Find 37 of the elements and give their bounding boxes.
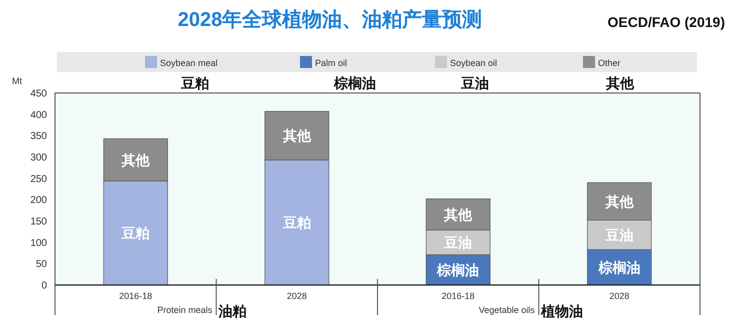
y-tick-label: 450	[30, 88, 48, 100]
x-tick-label: 2028	[286, 291, 307, 301]
y-axis-title: Mt	[12, 76, 22, 86]
text: 植物油	[540, 303, 583, 319]
data-label: 豆粕	[120, 224, 150, 241]
text: 其他	[605, 75, 635, 91]
y-tick-label: 100	[30, 238, 48, 249]
data-label: 其他	[604, 193, 634, 210]
y-tick-label: 0	[41, 280, 48, 292]
text: 豆粕	[180, 75, 209, 91]
data-label: 其他	[282, 128, 312, 144]
text: OECD/FAO (2019)	[608, 14, 725, 30]
text: Vegetable oils	[478, 305, 536, 315]
y-tick-label: 250	[30, 174, 48, 185]
y-tick-label: 300	[30, 152, 48, 164]
x-tick-label: 2028	[609, 291, 630, 301]
text: 棕榈油	[333, 75, 376, 91]
data-label: 其他	[120, 152, 151, 168]
data-label: 棕榈油	[597, 259, 640, 276]
text: 豆油	[460, 75, 489, 91]
y-tick-label: 200	[30, 195, 48, 206]
legend-label: Soybean meal	[160, 58, 218, 68]
y-tick-label: 350	[30, 131, 48, 142]
y-tick-label: 150	[30, 216, 48, 228]
x-tick-label: 2016-18	[442, 291, 475, 301]
data-label: 其他	[443, 206, 474, 222]
y-tick-label: 400	[30, 110, 48, 121]
y-tick-label: 50	[36, 259, 48, 270]
legend-label: Soybean oil	[450, 58, 498, 68]
legend-label: Palm oil	[315, 58, 348, 68]
data-label: 豆粕	[282, 214, 311, 230]
text: 油粕	[217, 303, 246, 319]
data-label: 棕榈油	[436, 262, 480, 278]
x-tick-label: 2016-18	[119, 291, 152, 301]
text: Protein meals	[157, 305, 213, 315]
chart-title: 2028年全球植物油、油粕产量预测	[178, 8, 482, 31]
legend-label: Other	[598, 58, 621, 68]
